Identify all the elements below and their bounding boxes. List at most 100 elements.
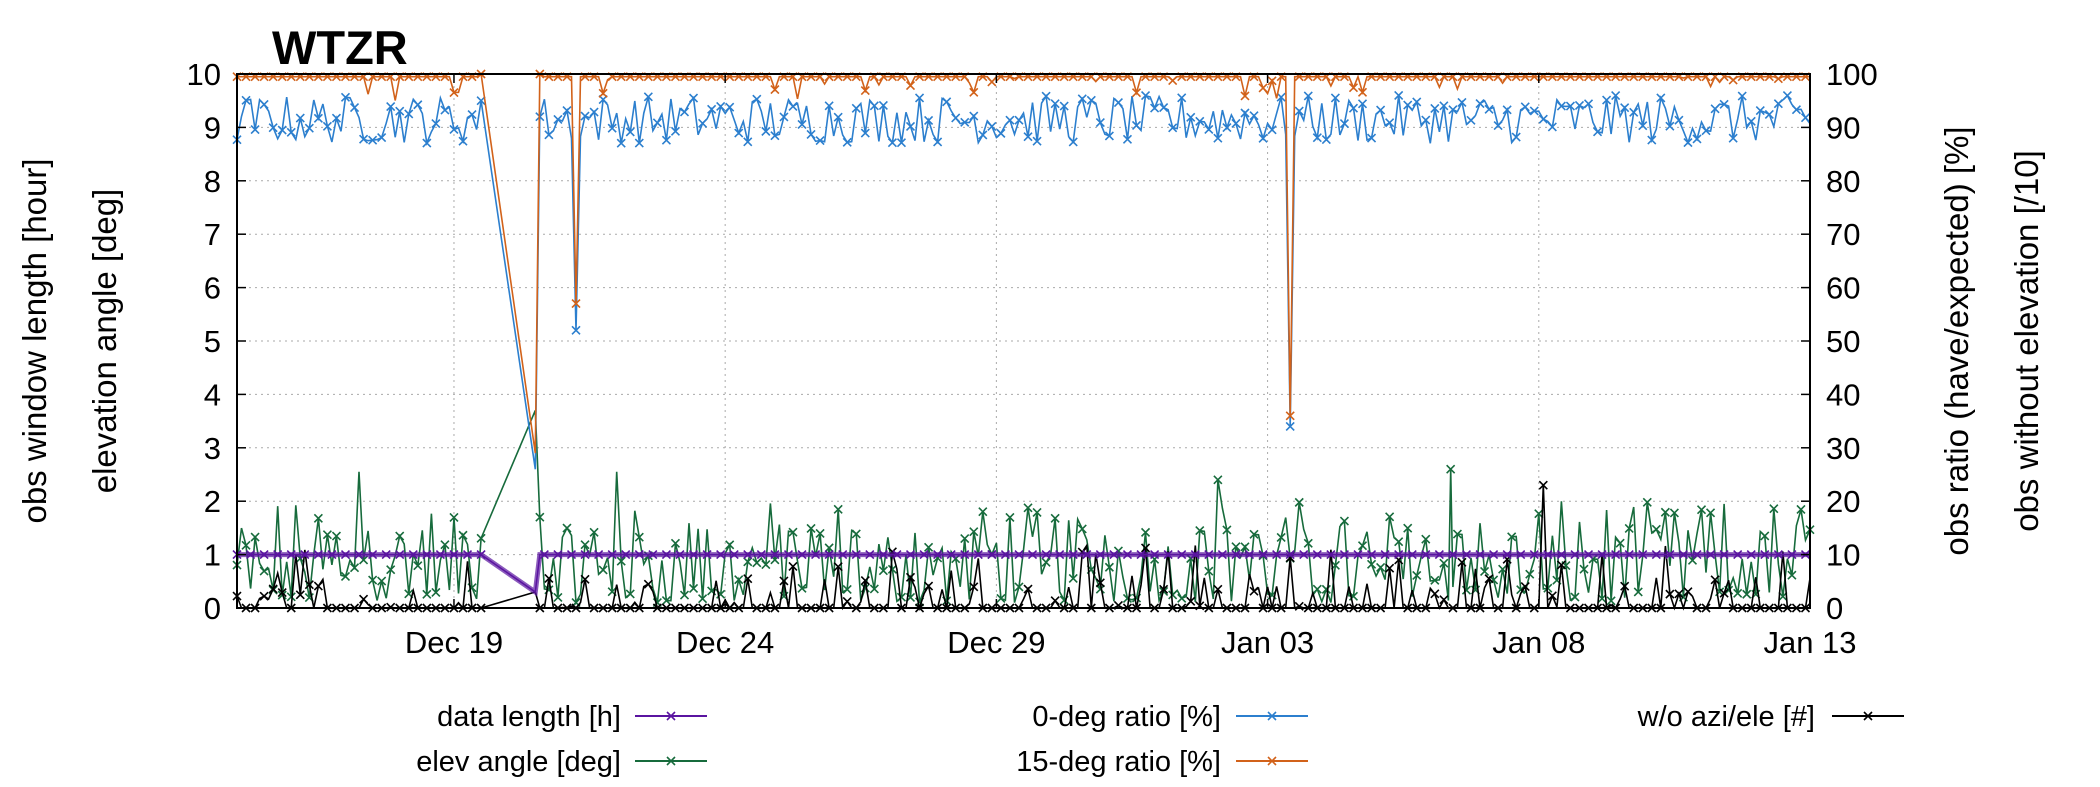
- data-point: [1665, 589, 1675, 599]
- data-point: [1475, 98, 1485, 109]
- data-point: [1005, 115, 1015, 125]
- x-tick-label: Dec 24: [676, 625, 774, 660]
- legend-label: 0-deg ratio [%]: [1032, 701, 1221, 733]
- data-point: [616, 556, 626, 566]
- data-point: [413, 561, 423, 571]
- data-point: [734, 575, 744, 585]
- data-point: [1457, 97, 1467, 107]
- chart-title: WTZR: [272, 21, 408, 74]
- y-right-label-inner: obs ratio (have/expected) [%]: [1938, 126, 1975, 555]
- data-point: [1448, 105, 1458, 115]
- data-point: [1728, 75, 1738, 85]
- data-point: [1005, 512, 1015, 522]
- data-point: [1249, 586, 1259, 596]
- data-point: [1430, 103, 1440, 114]
- data-point: [1647, 135, 1657, 145]
- data-point: [1769, 504, 1779, 514]
- data-point: [1755, 106, 1765, 116]
- data-point: [679, 590, 690, 600]
- data-point: [1412, 570, 1422, 581]
- data-point: [607, 123, 617, 133]
- data-point: [1186, 596, 1196, 606]
- data-point: [1669, 508, 1679, 518]
- data-point: [698, 594, 708, 604]
- data-point: [458, 530, 468, 540]
- data-point: [779, 576, 789, 586]
- data-point: [1773, 74, 1783, 84]
- y-left-tick-label: 5: [204, 324, 221, 359]
- data-point: [1168, 590, 1178, 600]
- data-point: [670, 126, 681, 136]
- data-point: [395, 106, 405, 116]
- data-point: [1023, 503, 1033, 513]
- data-point: [580, 540, 590, 550]
- data-point: [571, 299, 581, 309]
- data-point: [743, 574, 753, 584]
- data-point: [1204, 566, 1214, 576]
- data-point: [815, 136, 825, 146]
- data-point: [1366, 559, 1377, 569]
- data-point: [1249, 529, 1259, 539]
- data-point: [716, 101, 726, 112]
- data-point: [788, 561, 798, 571]
- data-point: [562, 105, 572, 116]
- y-left-tick-label: 4: [204, 377, 221, 412]
- data-point: [1240, 108, 1250, 118]
- data-point: [377, 133, 387, 143]
- data-point: [1484, 574, 1494, 584]
- data-point: [1705, 508, 1716, 518]
- data-point: [1131, 120, 1142, 130]
- y-left-tick-label: 2: [204, 484, 221, 519]
- data-point: [1213, 584, 1223, 594]
- data-point: [1231, 542, 1241, 552]
- data-point: [1520, 102, 1530, 112]
- data-point: [670, 538, 681, 548]
- data-point: [634, 138, 644, 148]
- data-point: [1330, 93, 1340, 103]
- data-point: [1231, 118, 1241, 129]
- data-point: [313, 113, 323, 123]
- data-point: [313, 513, 323, 523]
- y-left-label-inner: elevation angle [deg]: [86, 189, 123, 494]
- y-right-tick-label: 10: [1826, 538, 1860, 573]
- data-point: [987, 77, 997, 87]
- data-point: [535, 512, 545, 522]
- data-point: [1366, 133, 1377, 143]
- data-point: [797, 119, 807, 130]
- data-point: [806, 129, 816, 140]
- data-point: [969, 527, 979, 537]
- data-point: [368, 575, 378, 585]
- legend-label: 15-deg ratio [%]: [1016, 746, 1221, 778]
- data-point: [1014, 582, 1024, 592]
- data-point: [349, 102, 360, 113]
- data-point: [580, 111, 590, 121]
- y-left-tick-label: 8: [204, 164, 221, 199]
- data-point: [1701, 126, 1711, 136]
- data-point: [707, 104, 717, 114]
- data-point: [1606, 596, 1616, 606]
- data-point: [788, 527, 798, 537]
- data-point: [368, 135, 378, 145]
- data-point: [1692, 134, 1702, 144]
- data-point: [1213, 133, 1223, 143]
- data-point: [666, 756, 676, 766]
- data-point: [322, 121, 332, 131]
- data-point: [431, 118, 441, 129]
- y-right-tick-label: 100: [1826, 57, 1878, 92]
- data-point: [1529, 106, 1539, 116]
- x-tick-label: Dec 29: [947, 625, 1045, 660]
- data-point: [1357, 87, 1368, 97]
- data-point: [322, 530, 332, 540]
- y-right-tick-label: 20: [1826, 484, 1860, 519]
- data-point: [1687, 555, 1698, 565]
- data-point: [1538, 114, 1548, 124]
- data-point: [842, 596, 852, 606]
- data-point: [1638, 121, 1648, 131]
- data-point: [1742, 589, 1752, 599]
- data-point: [1258, 83, 1268, 93]
- data-point: [349, 563, 360, 573]
- data-point: [666, 711, 676, 721]
- data-point: [1267, 756, 1277, 766]
